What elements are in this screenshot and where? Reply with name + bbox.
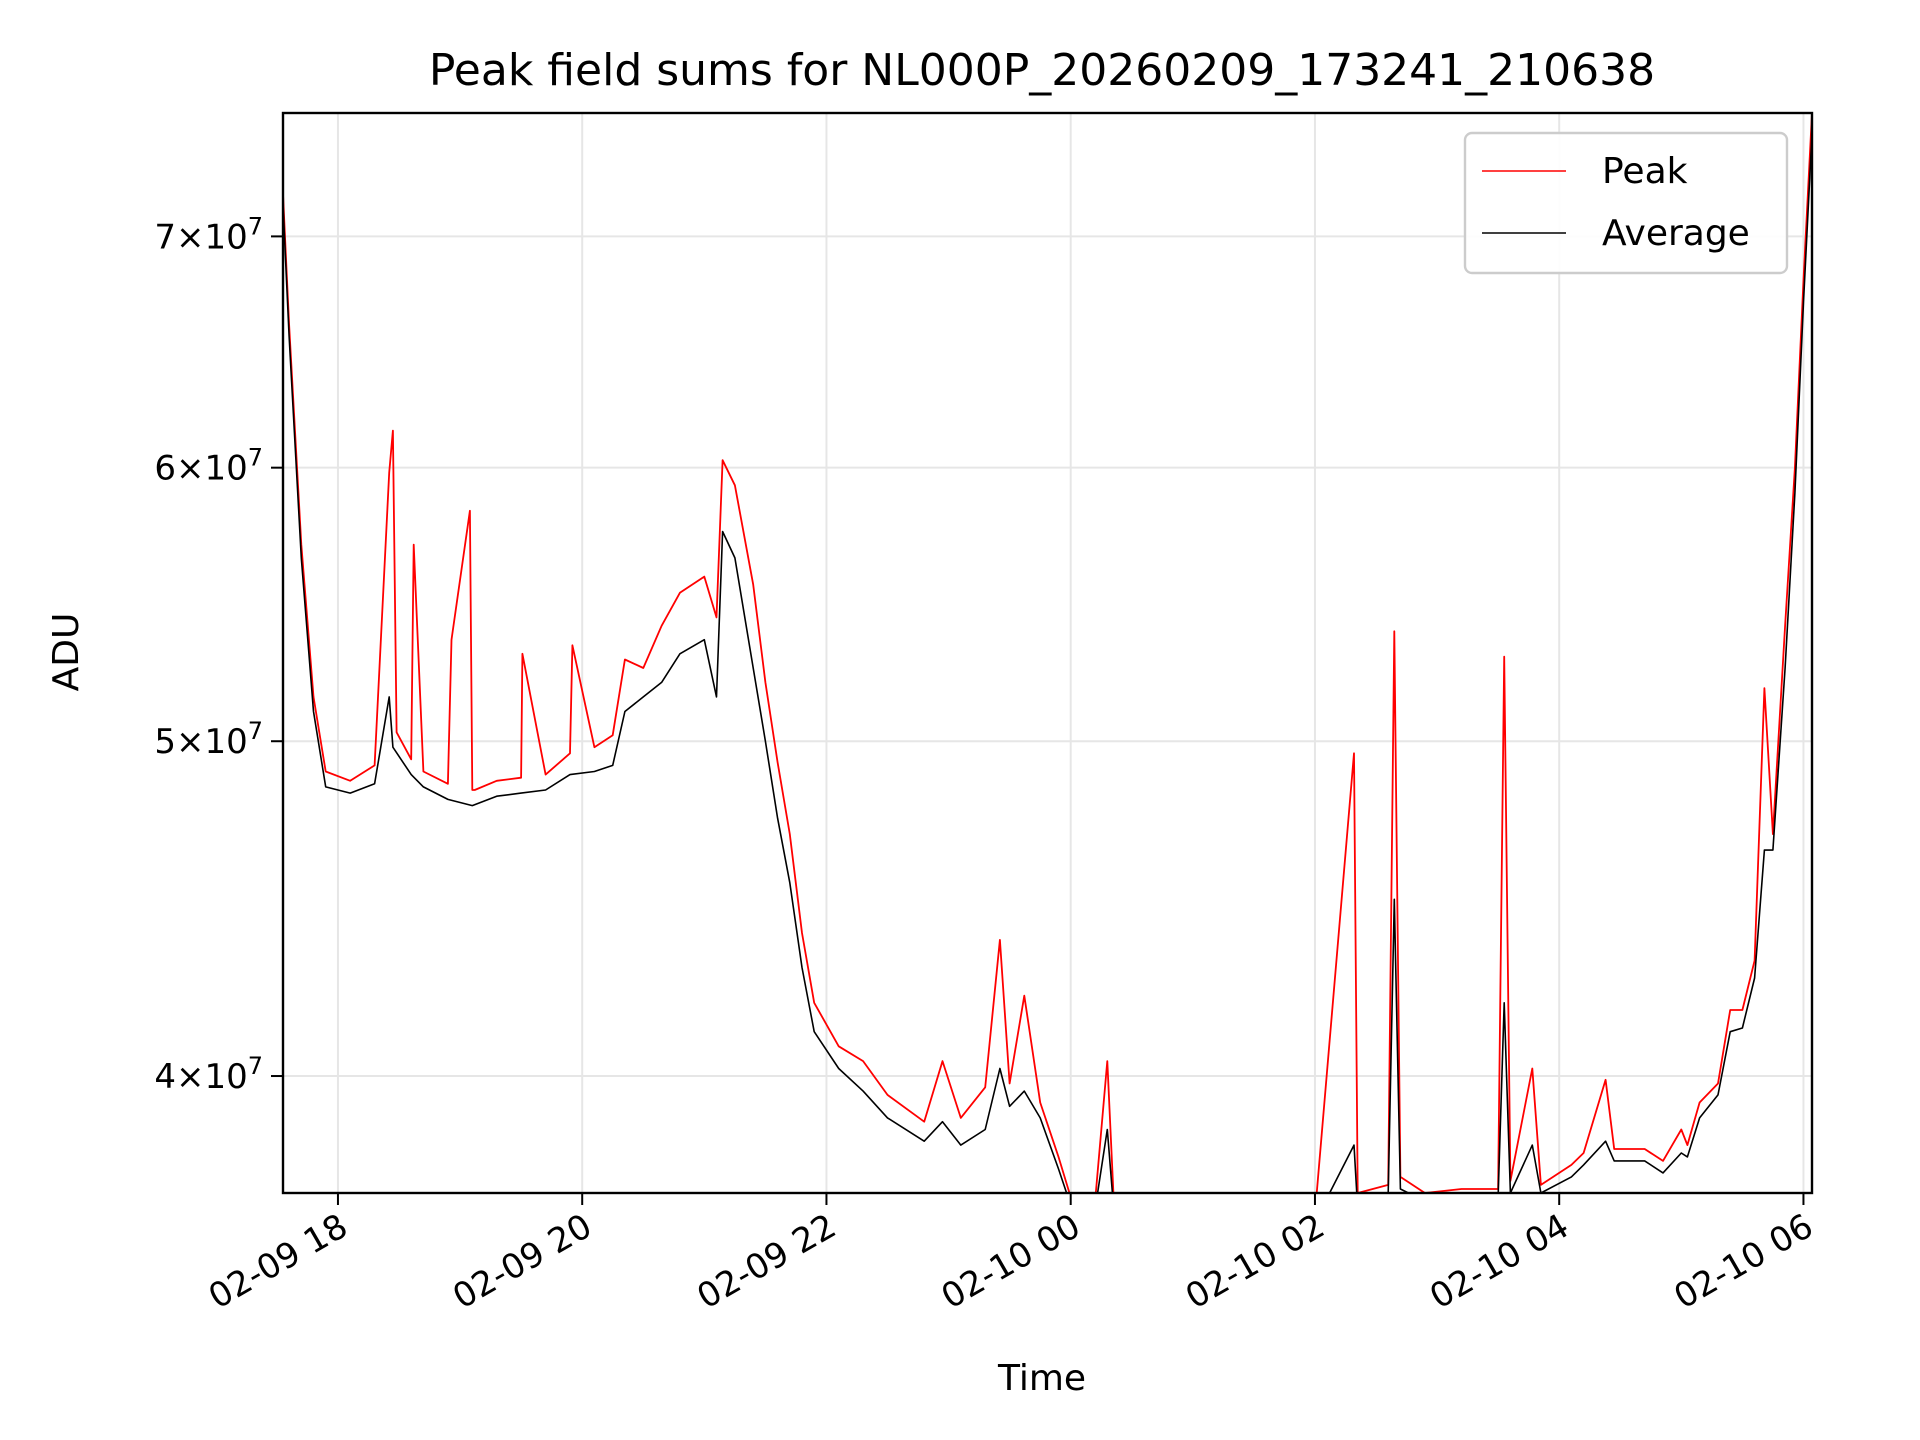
x-axis-label: Time	[997, 1358, 1086, 1399]
y-tick-label: 6×107	[154, 444, 263, 489]
series-line-peak	[283, 113, 1812, 1193]
y-tick-times: ×	[176, 1057, 205, 1097]
y-tick-mantissa: 5	[154, 722, 176, 762]
plot-frame	[281, 111, 1814, 1195]
series-layer	[283, 113, 1812, 1193]
y-tick-exponent: 7	[248, 444, 263, 472]
y-tick-mantissa: 6	[154, 449, 176, 489]
y-tick-base: 10	[204, 1057, 247, 1097]
y-tick-times: ×	[176, 722, 205, 762]
y-tick-mantissa: 4	[154, 1057, 176, 1097]
series-line-average	[283, 132, 1812, 1193]
legend-box	[1463, 131, 1789, 275]
y-tick-base: 10	[204, 722, 247, 762]
legend-average-label: Average	[1602, 213, 1750, 254]
y-tick-exponent: 7	[248, 717, 263, 745]
legend: Peak Average	[1463, 131, 1789, 275]
chart-title: Peak field sums for NL000P_20260209_1732…	[429, 45, 1655, 96]
y-tick-exponent: 7	[248, 212, 263, 240]
y-tick-times: ×	[176, 217, 205, 257]
y-tick-base: 10	[204, 217, 247, 257]
y-axis-label: ADU	[46, 613, 87, 692]
y-tick-exponent: 7	[248, 1052, 263, 1080]
y-tick-mantissa: 7	[154, 217, 176, 257]
y-tick-label: 5×107	[154, 717, 263, 762]
legend-peak-label: Peak	[1602, 151, 1688, 192]
y-tick-base: 10	[204, 449, 247, 489]
y-tick-times: ×	[176, 449, 205, 489]
y-tick-label: 7×107	[154, 212, 263, 257]
y-tick-label: 4×107	[154, 1052, 263, 1097]
